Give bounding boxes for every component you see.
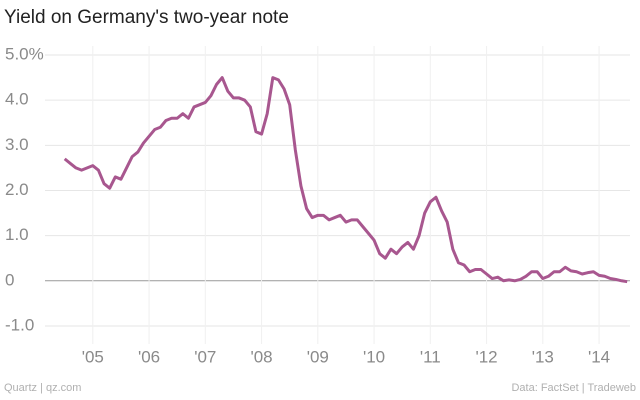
y-tick-label: 5.0% bbox=[5, 45, 44, 64]
y-tick-label: 1.0 bbox=[5, 225, 29, 244]
x-tick-label: '07 bbox=[194, 347, 216, 366]
x-tick-label: '12 bbox=[475, 347, 497, 366]
y-tick-label: -1.0 bbox=[5, 315, 34, 334]
x-tick-label: '09 bbox=[307, 347, 329, 366]
source-left: Quartz | qz.com bbox=[4, 382, 81, 394]
x-tick-label: '13 bbox=[532, 347, 554, 366]
y-tick-label: 2.0 bbox=[5, 180, 29, 199]
chart-title: Yield on Germany's two-year note bbox=[4, 7, 289, 28]
y-tick-label: 3.0 bbox=[5, 135, 29, 154]
x-tick-label: '14 bbox=[588, 347, 610, 366]
y-tick-label: 4.0 bbox=[5, 90, 29, 109]
series-line bbox=[63, 76, 628, 284]
source-right: Data: FactSet | Tradeweb bbox=[511, 382, 636, 394]
y-tick-label: 0 bbox=[5, 270, 14, 289]
x-tick-label: '10 bbox=[363, 347, 385, 366]
x-tick-label: '08 bbox=[250, 347, 272, 366]
x-tick-label: '05 bbox=[82, 347, 104, 366]
x-tick-label: '06 bbox=[138, 347, 160, 366]
x-tick-label: '11 bbox=[420, 347, 441, 366]
